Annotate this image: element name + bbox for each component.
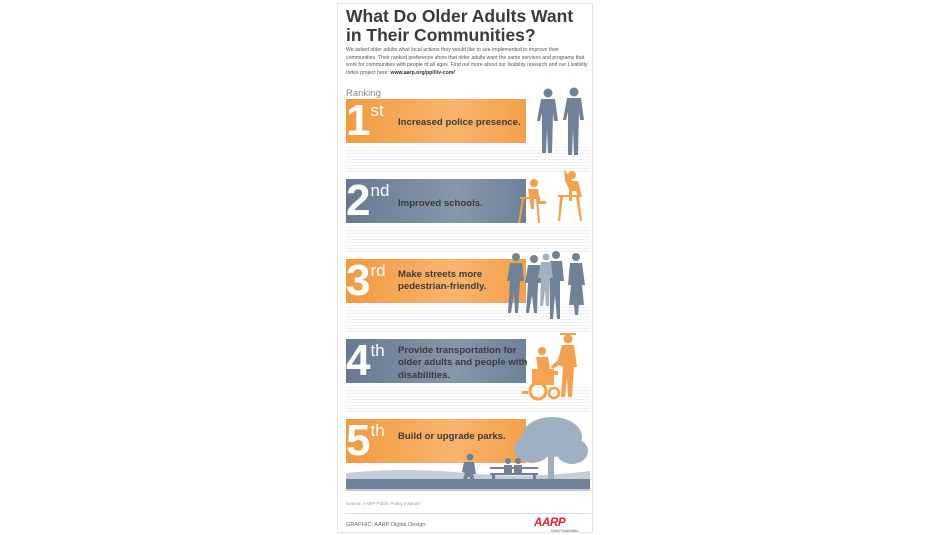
rank-suffix: rd [370,261,386,280]
rank-label: Increased police presence. [398,117,521,128]
students-at-desks-icon [518,169,582,223]
rank-label: Improved schools. [398,198,483,209]
police-officers-icon [537,87,584,155]
rank-suffix: th [370,341,385,360]
intro-link[interactable]: www.aarp.org/ppi/liv-com/ [390,69,455,76]
logo-tagline: Real Possibilities [551,529,579,533]
aarp-logo: AARP Real Possibilities [534,517,588,534]
rank-band [346,419,526,463]
rank-digit: 1 [346,96,371,145]
intro-text: We asked older adults what local actions… [346,47,590,77]
rank-suffix: st [370,101,384,120]
infographic: What Do Older Adults Want in Their Commu… [337,3,593,533]
rank-digit: 5 [346,416,371,465]
rank-band [346,179,526,223]
divider-stripes [346,227,590,253]
wheelchair-icon [522,333,577,401]
rank-label: Build or upgrade parks. [398,431,506,442]
rank-band [346,339,526,383]
rank-digit: 4 [346,336,371,385]
page-title: What Do Older Adults Want in Their Commu… [346,6,574,45]
intro-body: We asked older adults what local actions… [346,47,588,76]
rank-band [346,99,526,143]
rank-digit: 2 [346,176,371,225]
rank-label: Make streets more pedestrian-friendly. [398,269,487,293]
rank-label: Provide transportation for older adults … [398,345,528,381]
source-note: Source: AARP Public Policy Institute [346,501,420,506]
rank-suffix: nd [370,181,390,200]
graphic-credit: GRAPHIC: AARP Digital Design [346,522,426,528]
divider-stripes [346,307,590,333]
rank-suffix: th [370,421,385,440]
park-bench-tree-icon [346,417,590,491]
logo-wordmark: AARP [534,517,566,529]
rank-band [346,259,526,303]
pedestrians-icon [507,251,585,319]
divider [346,513,590,514]
rank-digit: 3 [346,256,371,305]
ranking-label: Ranking [346,88,381,99]
